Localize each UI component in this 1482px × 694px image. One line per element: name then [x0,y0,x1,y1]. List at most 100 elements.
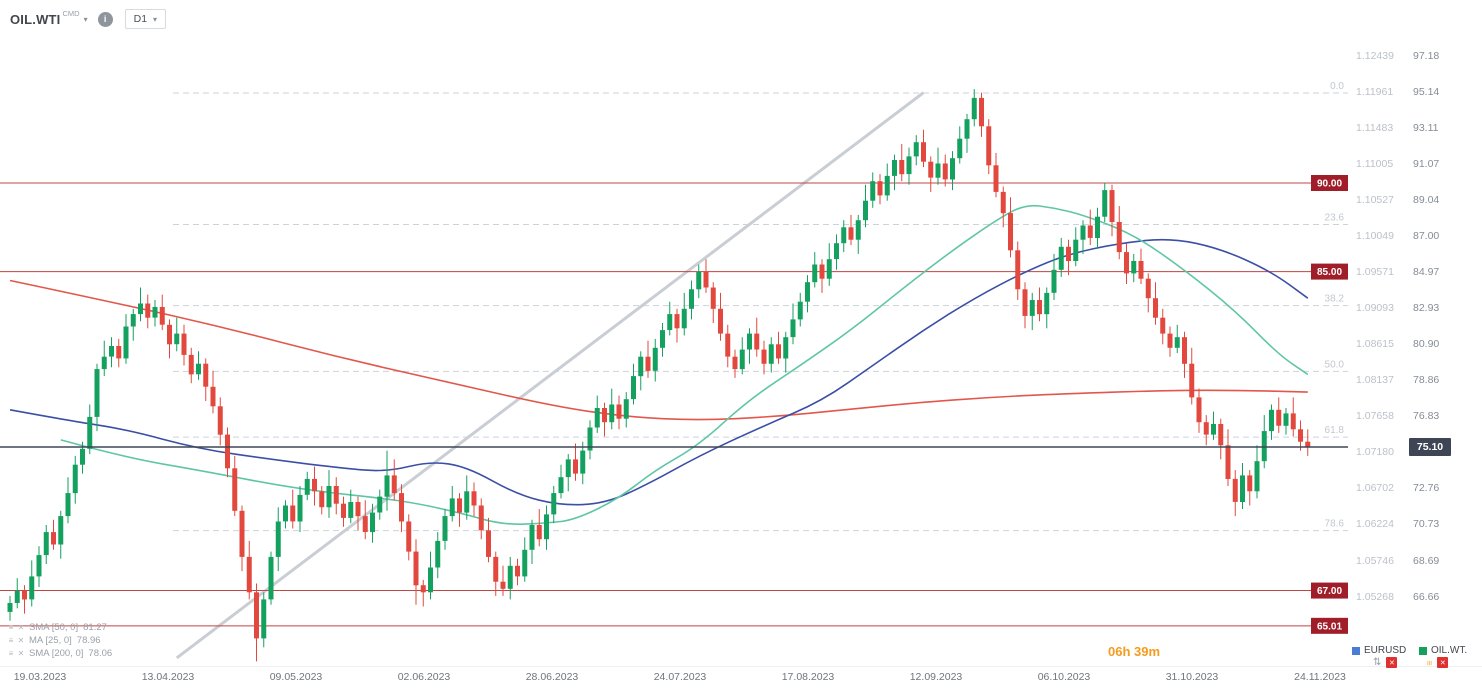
indicator-row: ≡ ✕ MA [25, 0] 78.96 [6,634,112,647]
axis-label-oil: 66.66 [1413,591,1440,603]
date-label: 13.04.2023 [141,671,195,683]
date-label: 17.08.2023 [781,671,835,683]
date-label: 24.07.2023 [653,671,707,683]
axis-label-eurusd: 1.07180 [1356,446,1394,458]
axis-label-eurusd: 1.09093 [1356,302,1394,314]
indicator-legend: ≡ ✕ SMA [50, 0] 81.27 ≡ ✕ MA [25, 0] 78.… [6,621,113,660]
indicator-name: SMA [200, 0] [29,648,84,659]
price-axis-eurusd[interactable]: 1.12439 1.11961 1.11483 1.11005 1.10527 1.100… [1356,0,1408,694]
date-axis[interactable]: 19.03.2023 13.04.2023 09.05.2023 02.06.2023… [0,671,1356,687]
svg-text:85.00: 85.00 [1317,267,1342,278]
candlestick-series[interactable] [7,89,1311,662]
svg-text:78.6: 78.6 [1325,519,1345,530]
axis-label-oil: 87.00 [1413,230,1440,242]
axis-label-eurusd: 1.10527 [1356,194,1394,206]
menu-icon[interactable]: ≡ [8,649,14,658]
axis-label-eurusd: 1.11005 [1356,158,1394,170]
axis-label-oil: 80.90 [1413,338,1440,350]
svg-text:23.6: 23.6 [1325,212,1345,223]
axis-label-oil: 91.07 [1413,158,1440,170]
axis-label-oil: 76.83 [1413,410,1440,422]
axis-label-eurusd: 1.06702 [1356,482,1394,494]
price-level-badges: 90.00 85.00 67.00 65.01 [1311,175,1348,634]
indicator-row: ≡ ✕ SMA [200, 0] 78.06 [6,647,113,660]
axis-label-eurusd: 1.12439 [1356,50,1394,62]
axis-label-eurusd: 1.05746 [1356,555,1394,567]
close-icon[interactable]: ✕ [17,623,25,632]
indicator-name: MA [25, 0] [29,635,72,646]
axis-label-oil: 70.73 [1413,518,1440,530]
chevron-down-icon: ▾ [153,14,158,24]
mixer-icon[interactable]: ≡ [1424,659,1435,666]
date-label: 12.09.2023 [909,671,963,683]
axis-label-oil: 97.18 [1413,50,1440,62]
axis-label-eurusd: 1.07658 [1356,410,1394,422]
price-level-lines[interactable] [0,182,1348,627]
date-label: 24.11.2023 [1294,671,1346,683]
axis-label-oil: 82.93 [1413,302,1440,314]
trendline[interactable] [175,91,925,660]
axis-separator [0,666,1482,667]
axis-label-oil: 84.97 [1413,266,1440,278]
fib-retracement-lines[interactable]: 0.0 23.6 38.2 50.0 61.8 78.6 [173,81,1348,532]
date-label: 19.03.2023 [13,671,67,683]
indicator-value: 78.06 [88,648,113,659]
date-label: 06.10.2023 [1037,671,1091,683]
instrument-header: OIL.WTI CMD ▾ i D1 ▾ [10,9,167,29]
instrument-symbol[interactable]: OIL.WTI [10,11,61,27]
svg-text:0.0: 0.0 [1330,81,1344,92]
session-timer: 06h 39m [1108,644,1161,659]
overlay-tools-eurusd: ⇅ ✕ [1373,657,1398,668]
close-icon[interactable]: ✕ [17,636,25,645]
menu-icon[interactable]: ≡ [8,636,14,645]
overlay-chip-oilwti[interactable]: OIL.WT. [1419,645,1467,656]
svg-text:67.00: 67.00 [1317,586,1342,597]
axis-label-eurusd: 1.10049 [1356,230,1394,242]
overlay-label: EURUSD [1364,645,1407,656]
axis-label-oil: 78.86 [1413,374,1440,386]
timeframe-value: D1 [133,13,148,25]
axis-label-oil: 93.11 [1413,122,1439,134]
svg-text:90.00: 90.00 [1317,179,1342,190]
menu-icon[interactable]: ≡ [8,623,14,632]
info-icon[interactable]: i [97,11,113,27]
close-icon[interactable]: ✕ [1437,657,1449,668]
series-color-swatch [1352,646,1360,655]
axis-label-oil: 95.14 [1413,86,1440,98]
axis-label-eurusd: 1.11483 [1356,122,1394,134]
axis-label-oil: 72.76 [1413,482,1440,494]
timeframe-dropdown[interactable]: D1 ▾ [124,9,167,29]
chevron-down-icon[interactable]: ▾ [83,14,88,24]
svg-text:50.0: 50.0 [1325,359,1345,370]
series-color-swatch [1419,646,1427,655]
instrument-suffix: CMD [62,9,80,18]
indicator-name: SMA [50, 0] [29,622,79,633]
overlay-chip-eurusd[interactable]: EURUSD [1352,645,1406,656]
axis-label-eurusd: 1.08615 [1356,338,1394,350]
indicator-row: ≡ ✕ SMA [50, 0] 81.27 [6,621,112,634]
svg-text:65.01: 65.01 [1317,621,1342,632]
overlay-tools-oilwti: ≡ ✕ [1424,657,1449,668]
axis-label-oil: 68.69 [1413,555,1440,567]
axis-label-eurusd: 1.05268 [1356,591,1394,603]
axis-label-eurusd: 1.09571 [1356,266,1394,278]
axis-label-eurusd: 1.11961 [1356,86,1394,98]
svg-text:38.2: 38.2 [1325,294,1345,305]
date-label: 31.10.2023 [1165,671,1219,683]
axis-label-oil: 89.04 [1413,194,1440,206]
close-icon[interactable]: ✕ [17,649,25,658]
axis-label-eurusd: 1.08137 [1356,374,1394,386]
overlay-label: OIL.WT. [1431,645,1468,656]
current-price-badge: 75.10 [1409,438,1451,456]
axis-label-eurusd: 1.06224 [1356,518,1394,530]
svg-text:61.8: 61.8 [1325,425,1345,436]
date-label: 28.06.2023 [525,671,579,683]
date-label: 02.06.2023 [397,671,451,683]
scale-toggle-icon[interactable]: ⇅ [1373,657,1382,668]
date-label: 09.05.2023 [269,671,323,683]
close-icon[interactable]: ✕ [1386,657,1398,668]
indicator-value: 81.27 [83,622,107,633]
indicator-value: 78.96 [76,635,101,646]
